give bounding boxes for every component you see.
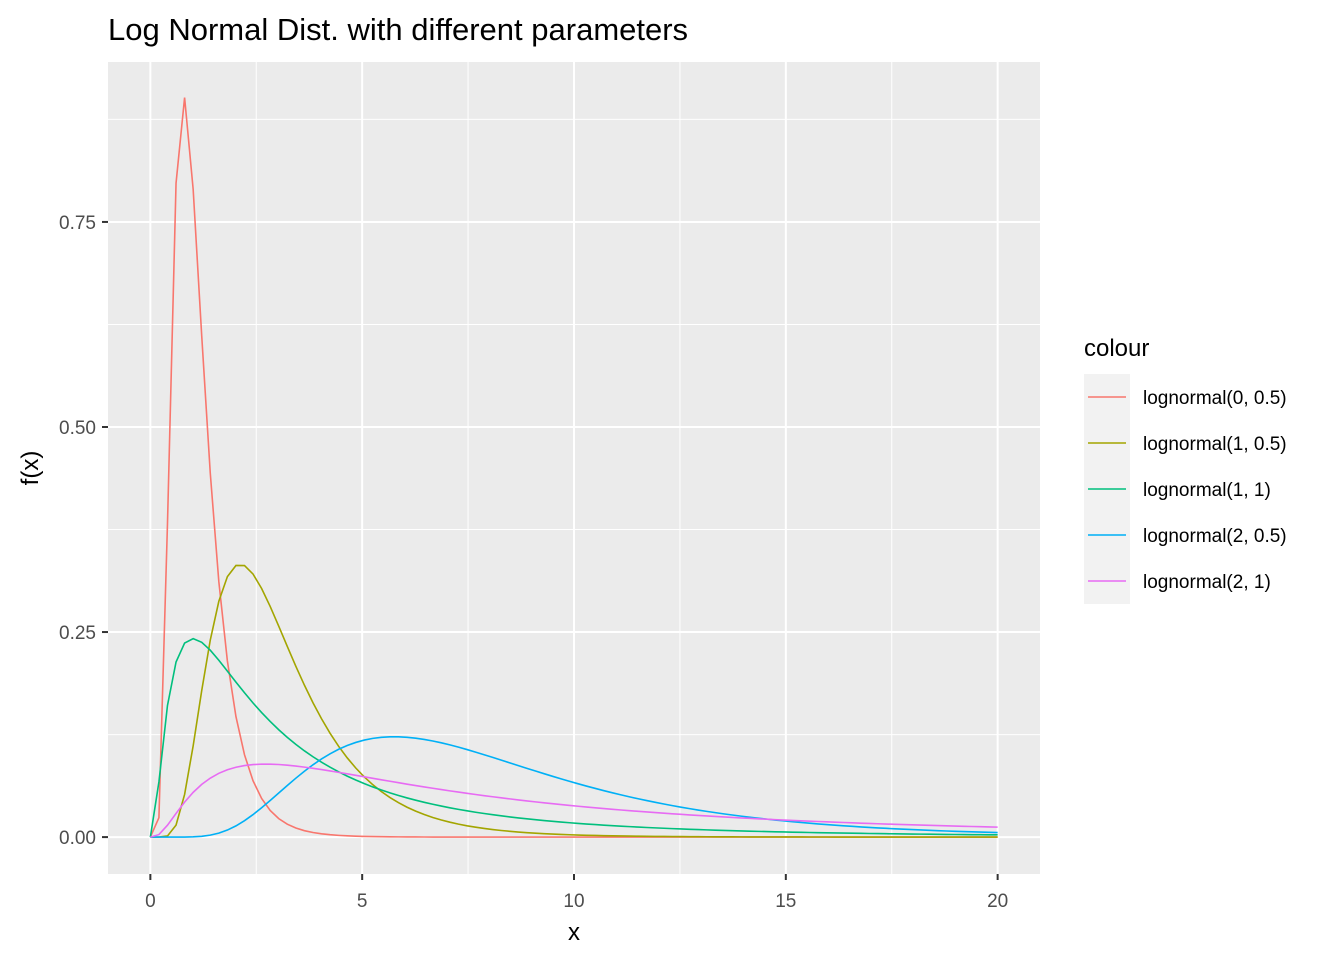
x-tick-label: 20: [987, 891, 1008, 912]
series-line: [150, 564, 998, 838]
x-axis-ticks: [149, 874, 999, 880]
series-line: [150, 763, 998, 838]
x-tick-label: 10: [563, 891, 584, 912]
y-tick-label: 0.25: [59, 623, 96, 644]
legend-label: lognormal(2, 0.5): [1143, 526, 1287, 547]
y-tick-label: 0.75: [59, 213, 96, 234]
y-axis-title: f(x): [17, 451, 44, 486]
legend-items: lognormal(0, 0.5) lognormal(1, 0.5) lognor…: [1088, 388, 1287, 593]
x-tick-label: 5: [357, 891, 368, 912]
series-line: [149, 637, 998, 838]
y-axis-tick-labels: 0.00 0.25 0.50 0.75: [59, 213, 96, 849]
legend-label: lognormal(1, 0.5): [1143, 434, 1287, 455]
y-tick-label: 0.50: [59, 418, 96, 439]
chart-title: Log Normal Dist. with different paramete…: [108, 12, 688, 47]
x-axis-tick-labels: 0 5 10 15 20: [145, 891, 1008, 912]
x-axis-title: x: [568, 919, 580, 946]
series-line: [150, 735, 998, 838]
legend-label: lognormal(0, 0.5): [1143, 388, 1287, 409]
legend-label: lognormal(1, 1): [1143, 480, 1271, 501]
y-tick-label: 0.00: [59, 828, 96, 849]
legend-title: colour: [1084, 335, 1149, 362]
legend: colour lognormal(0, 0.5) lognormal(1, 0.5…: [1084, 335, 1287, 604]
x-tick-label: 0: [145, 891, 156, 912]
y-axis-ticks: [102, 220, 108, 839]
legend-label: lognormal(2, 1): [1143, 572, 1271, 593]
series-layer: [149, 97, 998, 838]
x-tick-label: 15: [775, 891, 796, 912]
